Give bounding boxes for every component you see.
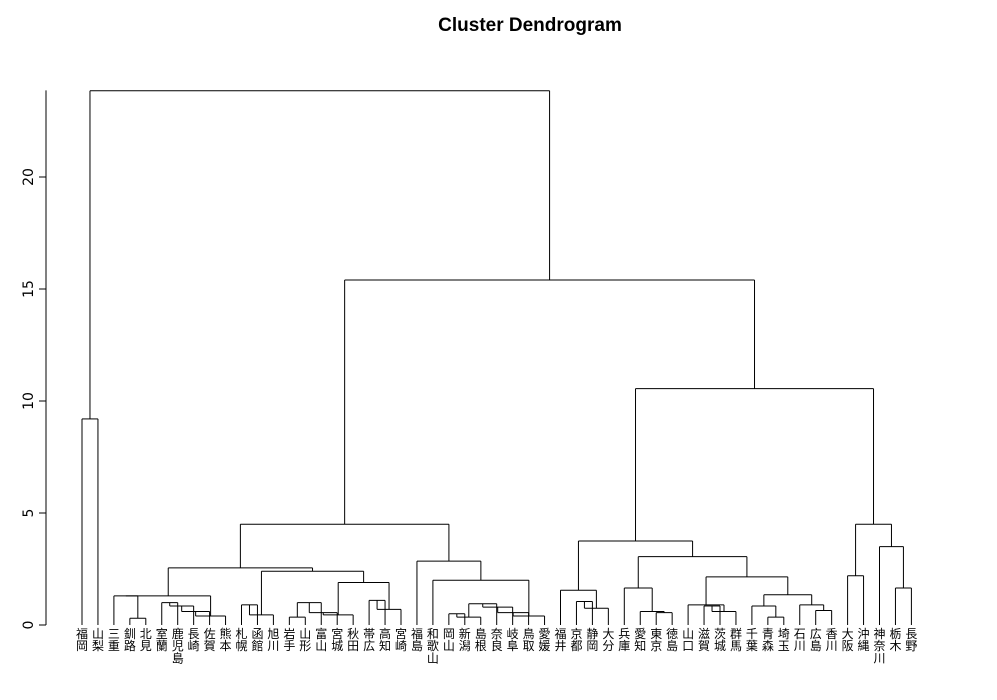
leaf-label: 旭川 [267,627,279,653]
leaf-label: 札幌 [235,627,247,653]
leaf-label: 北見 [140,627,152,653]
leaf-label: 岡山 [443,627,455,653]
leaf-label: 愛知 [634,627,646,653]
leaf-label: 高知 [379,626,391,653]
leaf-label: 和歌山 [427,627,439,665]
leaf-label: 東京 [650,627,662,653]
leaf-label: 島根 [475,626,487,653]
leaf-label: 福岡 [76,626,88,653]
leaf-label: 熊本 [220,626,232,653]
y-tick-label: 5 [21,509,37,518]
leaf-label: 香川 [826,627,838,653]
leaf-label: 徳島 [666,626,678,653]
leaf-label: 愛媛 [539,627,551,653]
leaf-label: 滋賀 [698,627,710,653]
y-axis: 0 5 10 15 20 [21,90,47,630]
leaf-label: 富山 [315,626,327,653]
leaf-label: 佐賀 [204,627,216,653]
leaf-label: 宮城 [331,626,343,653]
leaf-label: 岩手 [283,626,295,653]
leaf-label: 帯広 [363,627,375,653]
leaf-label: 山口 [682,627,694,653]
leaf-label: 岐阜 [507,627,519,653]
leaf-label: 神奈川 [873,627,885,665]
leaf-label: 茨城 [714,627,726,653]
leaf-label: 大分 [602,627,614,653]
leaf-label: 新潟 [459,626,471,653]
leaf-labels: 福岡山梨三重釧路北見室蘭鹿児島長崎佐賀熊本札幌函館旭川岩手山形富山宮城秋田帯広高… [76,626,917,665]
leaf-label: 山梨 [92,627,104,653]
leaf-label: 広島 [810,627,822,653]
leaf-label: 釧路 [124,627,136,653]
leaf-label: 宮崎 [395,626,407,653]
y-tick-label: 10 [21,392,37,410]
leaf-label: 福井 [554,626,566,653]
leaf-label: 埼玉 [778,627,790,653]
leaf-label: 静岡 [586,627,598,653]
leaf-label: 長野 [905,627,917,653]
leaf-label: 函館 [251,627,263,653]
leaf-label: 大阪 [842,627,854,653]
y-tick-label: 15 [21,280,37,298]
leaf-label: 京都 [570,627,582,653]
leaf-label: 奈良 [491,627,503,653]
leaf-label: 山形 [299,627,311,653]
leaf-label: 福島 [411,626,423,653]
leaf-label: 沖縄 [858,627,870,653]
dendrogram-tree [81,90,912,625]
leaf-label: 長崎 [188,627,200,653]
leaf-label: 兵庫 [618,627,630,653]
leaf-label: 三重 [108,627,120,653]
leaf-label: 室蘭 [156,626,168,653]
leaf-label: 鹿児島 [172,626,184,665]
leaf-label: 石川 [794,627,806,653]
leaf-label: 鳥取 [523,626,535,653]
leaf-label: 千葉 [746,627,758,653]
leaf-label: 栃木 [889,627,901,653]
leaf-label: 群馬 [730,627,742,653]
y-tick-label: 0 [21,621,37,630]
y-tick-label: 20 [21,168,37,186]
leaf-label: 秋田 [347,627,359,653]
leaf-label: 青森 [762,627,774,653]
chart-title: Cluster Dendrogram [438,15,622,36]
